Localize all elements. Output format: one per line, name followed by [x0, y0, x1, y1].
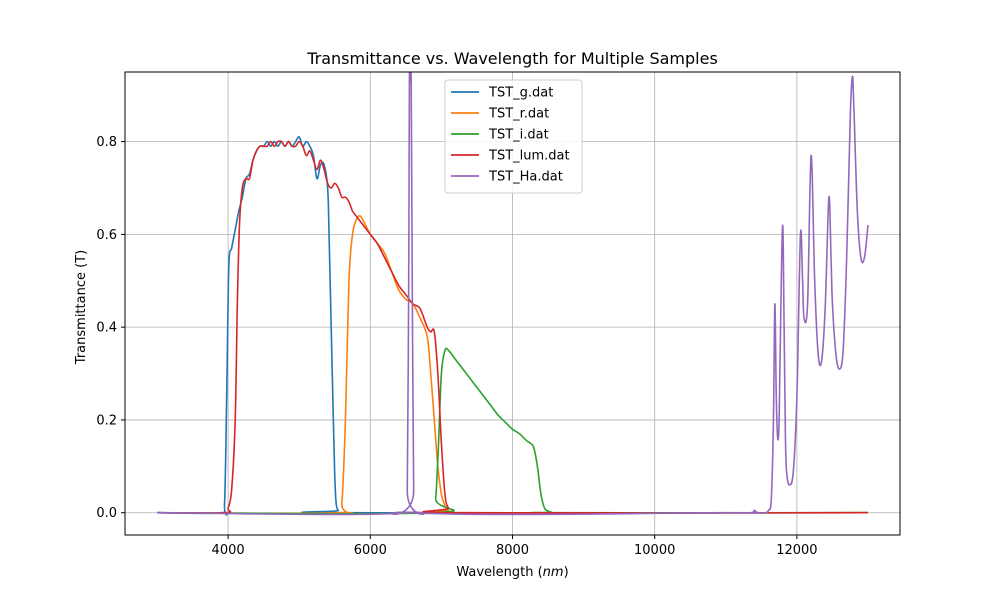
legend-label: TST_i.dat [488, 128, 549, 143]
series-line [156, 215, 869, 515]
series-line [156, 72, 869, 516]
x-tick-label: 4000 [212, 543, 245, 558]
legend: TST_g.dat TST_r.dat TST_i.dat TST_lum.dat TS… [444, 79, 583, 194]
y-tick-label: 0.6 [96, 228, 117, 243]
legend-label: TST_Ha.dat [488, 170, 563, 185]
y-tick-label: 0.8 [96, 135, 117, 150]
chart-title: Transmittance vs. Wavelength for Multipl… [306, 49, 718, 68]
x-tick-label: 10000 [634, 543, 675, 558]
y-tick-label: 0.4 [96, 321, 117, 336]
x-tick-label: 8000 [496, 543, 529, 558]
x-axis-label: Wavelength (nm) [456, 565, 568, 580]
legend-label: TST_r.dat [488, 107, 549, 122]
x-tick-label: 6000 [354, 543, 387, 558]
y-tick-label: 0.2 [96, 413, 117, 428]
x-tick-label: 12000 [776, 543, 817, 558]
x-axis-label-main: Wavelength ( [456, 565, 542, 580]
legend-box [444, 79, 583, 194]
y-axis-label: Transmittance (T) [74, 250, 89, 365]
x-axis-unit: nm [543, 565, 564, 580]
x-axis-label-tail: ) [564, 565, 569, 580]
x-axis-ticks: 4000 6000 8000 10000 12000 [212, 535, 818, 558]
y-axis-ticks: 0.0 0.2 0.4 0.6 0.8 [96, 135, 125, 521]
legend-label: TST_g.dat [488, 86, 553, 101]
series-lines [156, 72, 869, 516]
series-line [156, 140, 869, 514]
legend-label: TST_lum.dat [488, 149, 570, 164]
y-tick-label: 0.0 [96, 506, 117, 521]
